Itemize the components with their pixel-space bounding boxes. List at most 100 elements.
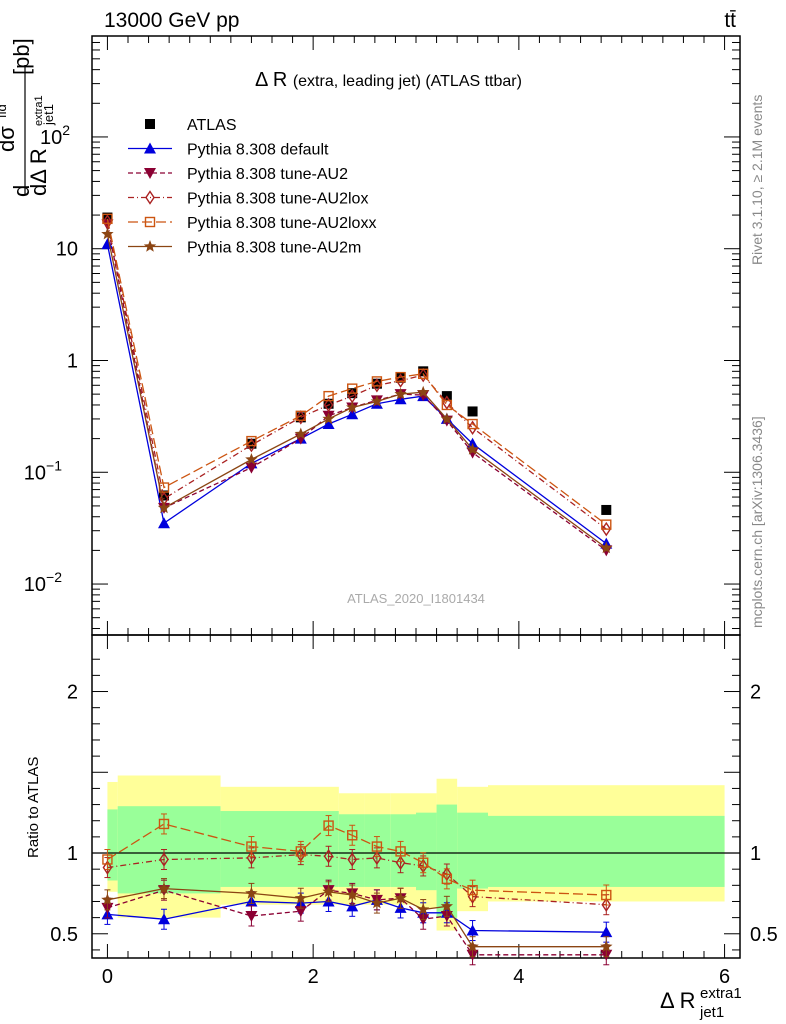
chart-title-main: Δ R <box>255 69 287 91</box>
main-point <box>245 462 258 474</box>
main-series-3 <box>102 214 612 537</box>
main-point <box>158 517 170 529</box>
main-series-line <box>106 221 607 530</box>
main-point <box>323 398 334 409</box>
main-point <box>395 371 406 383</box>
main-point <box>371 376 383 387</box>
main-point <box>418 367 429 383</box>
energy-label: 13000 GeV pp <box>104 9 239 32</box>
x-tick-label: 4 <box>513 966 524 988</box>
legend-label: Pythia 8.308 tune-AU2lox <box>187 191 368 208</box>
chart-title: Δ R (extra, leading jet) (ATLAS ttbar) <box>255 69 522 91</box>
x-tick-label: 6 <box>719 966 730 988</box>
ylabel-fid: fid <box>0 104 9 118</box>
main-point <box>441 399 453 411</box>
ratio-point <box>347 852 358 867</box>
ratio-point <box>372 850 382 866</box>
main-series-5 <box>101 227 613 554</box>
main-point <box>323 390 334 402</box>
legend-marker <box>144 142 156 154</box>
legend-entry-4: Pythia 8.308 tune-AU2loxx <box>128 215 376 232</box>
ratio-point <box>158 913 170 925</box>
ratio-point <box>246 850 257 866</box>
main-point <box>157 501 171 514</box>
legend-label: ATLAS <box>187 117 237 134</box>
main-point <box>246 438 257 449</box>
ratio-point <box>467 884 478 896</box>
band-inner-7 <box>436 804 458 918</box>
main-point <box>347 383 358 394</box>
band-inner-0 <box>107 809 118 881</box>
band-inner-9 <box>488 815 725 887</box>
x-tick-label: 0 <box>102 966 113 988</box>
main-point <box>395 373 406 388</box>
ratio-point <box>601 897 612 912</box>
ratio-ylabel: Ratio to ATLAS <box>25 757 42 858</box>
main-point <box>294 427 307 440</box>
legend-marker <box>143 240 157 252</box>
legend: ATLAS Pythia 8.308 default Pythia 8.308 tu… <box>128 117 376 257</box>
process-label: tt̄ <box>724 9 736 32</box>
ratio-point <box>346 900 359 912</box>
xlabel-main: Δ R <box>660 988 695 1013</box>
y-tick-label: 1 <box>67 350 78 372</box>
axes-frames: 0 2 4 6 10−2 10−1 1 10 102 0.5 0.5 1 1 2 2 <box>24 35 778 988</box>
main-point <box>370 395 384 407</box>
y-tick-label: 10 <box>56 239 78 261</box>
ratio-point <box>370 896 384 909</box>
ratio-point <box>323 848 334 864</box>
band-inner-8 <box>457 812 488 889</box>
ratio-point <box>371 841 383 852</box>
ylabel-dsigma: dσ <box>0 126 19 152</box>
main-point <box>466 447 479 459</box>
legend-marker <box>145 119 155 129</box>
main-point <box>295 410 306 425</box>
ratio-point <box>417 903 430 915</box>
ratio-point <box>245 911 258 923</box>
ratio-series-3 <box>102 813 612 906</box>
ratio-point <box>102 860 113 875</box>
rivet-label: Rivet 3.1.10, ≥ 2.1M events <box>749 95 765 265</box>
ratio-point <box>294 891 307 904</box>
ratio-series-line <box>107 887 607 948</box>
analysis-id: ATLAS_2020_I1801434 <box>347 591 485 606</box>
main-series-4 <box>102 213 612 530</box>
ratio-series-2 <box>102 844 612 916</box>
ratio-point <box>418 857 429 868</box>
ratio-point <box>159 852 169 867</box>
main-point <box>346 408 359 420</box>
ratio-series-line <box>107 889 607 956</box>
main-point <box>440 412 453 425</box>
main-point <box>418 366 429 377</box>
ratio-point <box>102 854 113 865</box>
main-point <box>323 397 334 413</box>
main-point <box>159 490 169 501</box>
ratio-point <box>245 886 258 899</box>
main-point <box>372 378 382 393</box>
legend-entry-3: Pythia 8.308 tune-AU2lox <box>128 190 368 208</box>
ratio-point <box>346 888 359 901</box>
ratio-point <box>441 873 453 885</box>
band-inner-6 <box>416 812 437 891</box>
ratio-point <box>322 885 335 897</box>
ylabel-denominator: dΔ R <box>26 148 51 196</box>
ratio-series-4 <box>101 878 613 958</box>
x-tick-label: 2 <box>308 966 319 988</box>
main-point <box>371 378 382 389</box>
main-point <box>322 418 335 430</box>
ylabel-d: d <box>9 185 34 197</box>
x-axis-title: Δ R extra1 jet1 <box>660 985 742 1021</box>
main-point <box>466 442 479 455</box>
ratio-point <box>347 830 358 841</box>
legend-entry-2: Pythia 8.308 tune-AU2 <box>128 166 348 183</box>
legend-entry-0: ATLAS <box>145 117 237 134</box>
main-point <box>245 453 258 465</box>
ratio-series-line <box>107 853 607 906</box>
ratio-point <box>158 818 170 830</box>
y-axis-title: d dσ fid dΔ R jet1 extra1 [pb] <box>0 38 56 197</box>
legend-entry-1: Pythia 8.308 default <box>128 142 329 159</box>
main-series-line <box>106 218 607 526</box>
ratio-point <box>294 906 307 918</box>
ratio-y-tick-label-right: 2 <box>750 682 761 704</box>
